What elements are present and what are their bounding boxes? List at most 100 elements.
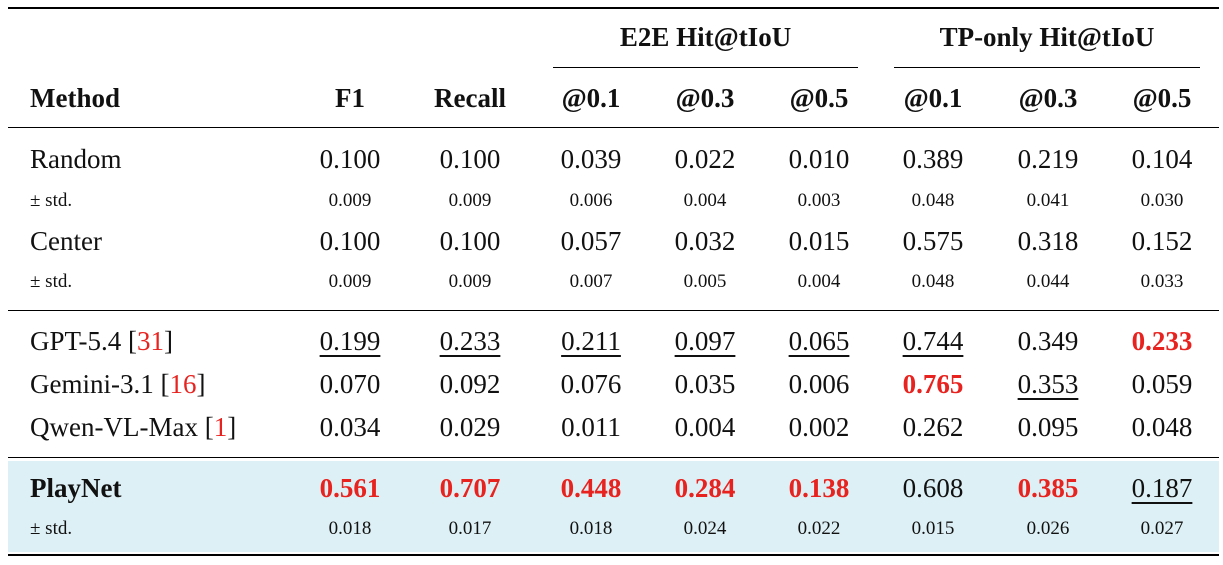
cell-gpt-tp-03: 0.349 xyxy=(1017,326,1079,356)
cell-center-tp-05: 0.152 xyxy=(1131,226,1193,256)
top-rule xyxy=(8,7,1219,9)
cell-random-e2e-01: 0.039 xyxy=(560,144,622,174)
cell-random-tp-05: 0.104 xyxy=(1131,144,1193,174)
std-playnet-e2e-03: 0.024 xyxy=(683,518,727,539)
cell-random-e2e-05: 0.010 xyxy=(788,144,850,174)
cell-random-recall: 0.100 xyxy=(439,144,501,174)
std-center-tp-05: 0.033 xyxy=(1140,271,1184,292)
cell-gpt-tp-05: 0.233 xyxy=(1131,326,1193,356)
cell-qwen-e2e-03: 0.004 xyxy=(674,412,736,442)
column-header-tp-03: @0.3 xyxy=(1018,83,1078,113)
row-method-gemini: Gemini-3.1 [16] xyxy=(30,369,206,399)
cell-center-e2e-01: 0.057 xyxy=(560,226,622,256)
std-random-e2e-01: 0.006 xyxy=(569,190,613,211)
header-rule xyxy=(8,127,1219,129)
method-name: Gemini-3.1 xyxy=(30,369,154,399)
cell-gemini-f1: 0.070 xyxy=(319,369,381,399)
cell-qwen-tp-01: 0.262 xyxy=(902,412,964,442)
std-random-tp-01: 0.048 xyxy=(911,190,955,211)
std-center-e2e-03: 0.005 xyxy=(683,271,727,292)
std-playnet-tp-03: 0.026 xyxy=(1026,518,1070,539)
std-center-e2e-01: 0.007 xyxy=(569,271,613,292)
citation-link[interactable]: 1 xyxy=(213,412,228,442)
column-header-method: Method xyxy=(30,83,120,113)
row-method-random: Random xyxy=(30,144,122,174)
bottom-rule xyxy=(8,554,1219,556)
column-header-tp-01: @0.1 xyxy=(903,83,963,113)
cell-random-tp-01: 0.389 xyxy=(902,144,964,174)
group-header-e2e: E2E Hit@tIoU xyxy=(619,22,792,52)
cell-playnet-tp-01: 0.608 xyxy=(902,473,964,503)
std-center-tp-01: 0.048 xyxy=(911,271,955,292)
cell-gpt-tp-01: 0.744 xyxy=(902,326,964,356)
highlight-row-band xyxy=(8,461,1219,552)
std-random-tp-03: 0.041 xyxy=(1026,190,1070,211)
std-center-f1: 0.009 xyxy=(328,271,372,292)
row-method-center: Center xyxy=(30,226,102,256)
std-random-f1: 0.009 xyxy=(328,190,372,211)
method-name: GPT-5.4 xyxy=(30,326,122,356)
cell-gemini-tp-03: 0.353 xyxy=(1017,369,1079,399)
baseline-rule xyxy=(8,310,1219,312)
cell-playnet-tp-03: 0.385 xyxy=(1017,473,1079,503)
cell-playnet-e2e-01: 0.448 xyxy=(560,473,622,503)
citation-link[interactable]: 31 xyxy=(137,326,165,356)
cell-center-recall: 0.100 xyxy=(439,226,501,256)
cell-center-tp-01: 0.575 xyxy=(902,226,964,256)
column-header-recall: Recall xyxy=(434,83,506,113)
cell-gpt-e2e-03: 0.097 xyxy=(674,326,736,356)
cell-qwen-e2e-01: 0.011 xyxy=(561,412,621,442)
row-method-qwen: Qwen-VL-Max [1] xyxy=(30,412,237,442)
cell-playnet-recall: 0.707 xyxy=(439,473,501,503)
group-header-tp: TP-only Hit@tIoU xyxy=(939,22,1155,52)
cell-playnet-tp-05: 0.187 xyxy=(1131,473,1193,503)
std-center-tp-03: 0.044 xyxy=(1026,271,1070,292)
row-method-gpt: GPT-5.4 [31] xyxy=(30,326,174,356)
cell-playnet-e2e-05: 0.138 xyxy=(788,473,850,503)
cell-gemini-e2e-05: 0.006 xyxy=(788,369,850,399)
cell-random-f1: 0.100 xyxy=(319,144,381,174)
models-rule xyxy=(8,457,1219,459)
cell-qwen-recall: 0.029 xyxy=(439,412,501,442)
cell-gemini-tp-05: 0.059 xyxy=(1131,369,1193,399)
std-random-tp-05: 0.030 xyxy=(1140,190,1184,211)
tp-group-rule xyxy=(894,67,1200,69)
cell-playnet-e2e-03: 0.284 xyxy=(674,473,736,503)
std-playnet-tp-01: 0.015 xyxy=(911,518,955,539)
cell-gpt-e2e-05: 0.065 xyxy=(788,326,850,356)
row-std-label: ± std. xyxy=(30,518,73,539)
std-random-recall: 0.009 xyxy=(448,190,492,211)
cell-center-e2e-03: 0.032 xyxy=(674,226,736,256)
std-random-e2e-05: 0.003 xyxy=(797,190,841,211)
std-playnet-e2e-05: 0.022 xyxy=(797,518,841,539)
column-header-e2e-05: @0.5 xyxy=(789,83,849,113)
cell-gemini-recall: 0.092 xyxy=(439,369,501,399)
citation-link[interactable]: 16 xyxy=(169,369,197,399)
row-std-label: ± std. xyxy=(30,271,73,292)
cell-gemini-e2e-01: 0.076 xyxy=(560,369,622,399)
cell-gemini-tp-01: 0.765 xyxy=(902,369,964,399)
std-playnet-tp-05: 0.027 xyxy=(1140,518,1184,539)
cell-gpt-recall: 0.233 xyxy=(439,326,501,356)
std-playnet-recall: 0.017 xyxy=(448,518,492,539)
row-method-playnet: PlayNet xyxy=(30,473,122,503)
cell-gemini-e2e-03: 0.035 xyxy=(674,369,736,399)
std-playnet-f1: 0.018 xyxy=(328,518,372,539)
e2e-group-rule xyxy=(553,67,858,69)
std-center-recall: 0.009 xyxy=(448,271,492,292)
column-header-e2e-01: @0.1 xyxy=(561,83,621,113)
cell-center-e2e-05: 0.015 xyxy=(788,226,850,256)
cell-center-tp-03: 0.318 xyxy=(1017,226,1079,256)
cell-center-f1: 0.100 xyxy=(319,226,381,256)
column-header-tp-05: @0.5 xyxy=(1132,83,1192,113)
method-name: Qwen-VL-Max xyxy=(30,412,198,442)
std-playnet-e2e-01: 0.018 xyxy=(569,518,613,539)
cell-gpt-f1: 0.199 xyxy=(319,326,381,356)
cell-gpt-e2e-01: 0.211 xyxy=(561,326,621,356)
cell-qwen-e2e-05: 0.002 xyxy=(788,412,850,442)
cell-qwen-tp-03: 0.095 xyxy=(1017,412,1079,442)
cell-qwen-tp-05: 0.048 xyxy=(1131,412,1193,442)
column-header-f1: F1 xyxy=(335,83,365,113)
cell-playnet-f1: 0.561 xyxy=(319,473,381,503)
cell-random-tp-03: 0.219 xyxy=(1017,144,1079,174)
